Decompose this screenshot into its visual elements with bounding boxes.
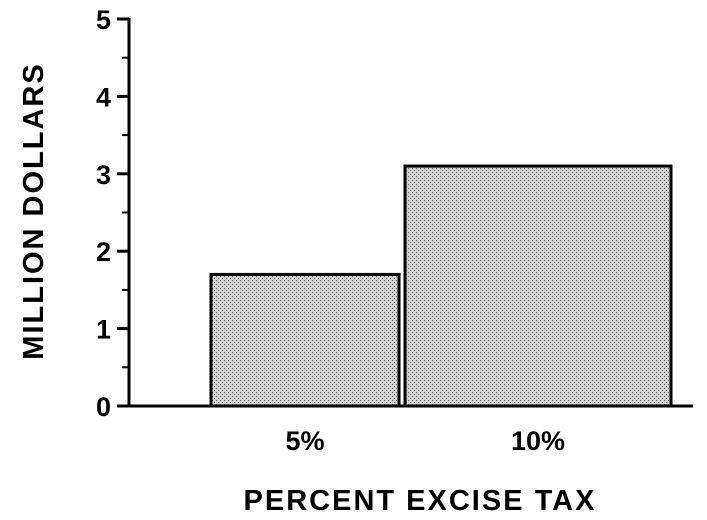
y-tick-label: 2 (96, 237, 111, 267)
x-ticks-layer: 5% 10% (285, 426, 565, 456)
y-tick-label: 0 (96, 392, 111, 422)
bars-layer (209, 164, 673, 408)
x-category-label: 10% (511, 426, 565, 456)
y-tick-label: 1 (96, 315, 111, 345)
bar-5-percent (209, 272, 401, 408)
y-tick-label: 3 (96, 160, 111, 190)
x-axis-title: PERCENT EXCISE TAX (244, 485, 597, 517)
y-tick-label: 5 (96, 5, 111, 35)
x-category-label: 5% (285, 426, 324, 456)
y-axis-title: MILLION DOLLARS (18, 62, 50, 359)
bar-10-percent (403, 164, 673, 408)
y-ticks-layer: 0 1 2 3 4 5 (96, 5, 129, 422)
y-tick-label: 4 (96, 82, 111, 112)
